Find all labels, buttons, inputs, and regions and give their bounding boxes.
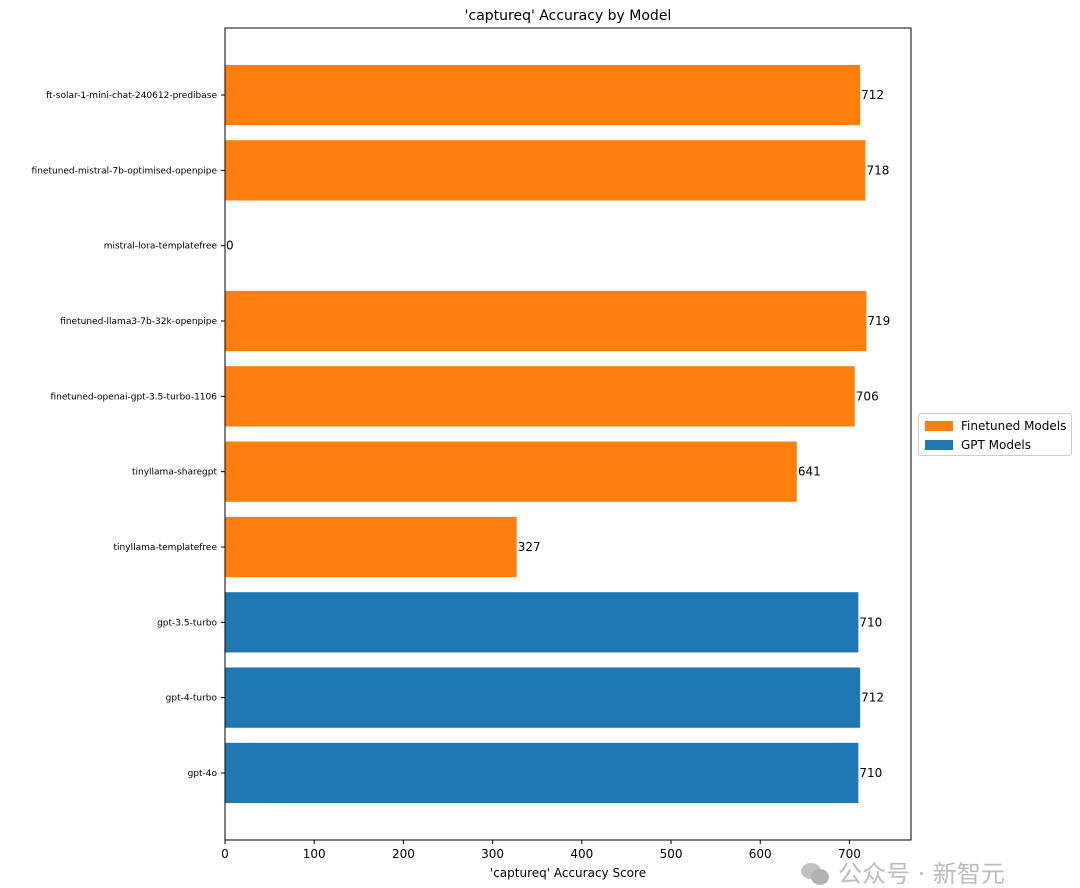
y-tick-label: mistral-lora-templatefree [104, 242, 218, 252]
bar [225, 290, 867, 352]
data-label: 712 [861, 691, 884, 705]
bar [225, 592, 859, 653]
y-tick-label: gpt-4o [188, 769, 218, 779]
bar [225, 742, 859, 804]
data-label: 712 [861, 88, 884, 102]
bar [225, 366, 855, 427]
x-axis-label: 'captureq' Accuracy Score [490, 866, 646, 880]
bar [225, 667, 861, 728]
bar [225, 140, 866, 201]
legend-label: GPT Models [961, 437, 1031, 452]
y-tick-label: ft-solar-1-mini-chat-240612-predibase [46, 91, 217, 101]
y-tick-label: tinyllama-sharegpt [132, 468, 217, 478]
data-label: 706 [856, 389, 879, 403]
y-tick-label: gpt-4-turbo [166, 694, 218, 704]
legend-item-finetuned: Finetuned Models [919, 416, 1071, 435]
x-tick-label: 500 [660, 847, 683, 861]
legend-swatch [925, 439, 953, 450]
data-label: 641 [798, 465, 821, 479]
data-label: 710 [859, 766, 882, 780]
x-tick-label: 100 [303, 847, 326, 861]
x-tick-label: 0 [221, 847, 229, 861]
legend-label: Finetuned Models [961, 418, 1067, 433]
data-label: 718 [867, 163, 890, 177]
bar [225, 516, 517, 578]
y-tick-label: tinyllama-templatefree [114, 543, 218, 553]
plot-frame [224, 27, 912, 841]
bar [225, 441, 797, 502]
x-tick-label: 400 [570, 847, 593, 861]
legend: Finetuned Models GPT Models [918, 413, 1072, 456]
watermark: 公众号 · 新智元 [800, 861, 1005, 887]
wechat-icon [801, 863, 829, 885]
data-label: 0 [226, 239, 234, 253]
data-label: 719 [867, 314, 890, 328]
data-label: 710 [859, 615, 882, 629]
x-tick-label: 600 [749, 847, 772, 861]
y-tick-label: finetuned-mistral-7b-optimised-openpipe [32, 166, 218, 176]
x-tick-label: 700 [838, 847, 861, 861]
y-tick-label: finetuned-llama3-7b-32k-openpipe [60, 317, 217, 327]
x-tick-label: 300 [481, 847, 504, 861]
legend-item-gpt: GPT Models [919, 435, 1071, 454]
y-tick-label: finetuned-openai-gpt-3.5-turbo-1106 [51, 392, 218, 402]
legend-swatch [925, 420, 953, 431]
watermark-text: 公众号 · 新智元 [838, 860, 1005, 888]
y-tick-label: gpt-3.5-turbo [157, 618, 217, 628]
chart-title: 'captureq' Accuracy by Model [465, 8, 672, 24]
bar [225, 64, 861, 126]
data-label: 327 [518, 540, 541, 554]
x-tick-label: 200 [392, 847, 415, 861]
